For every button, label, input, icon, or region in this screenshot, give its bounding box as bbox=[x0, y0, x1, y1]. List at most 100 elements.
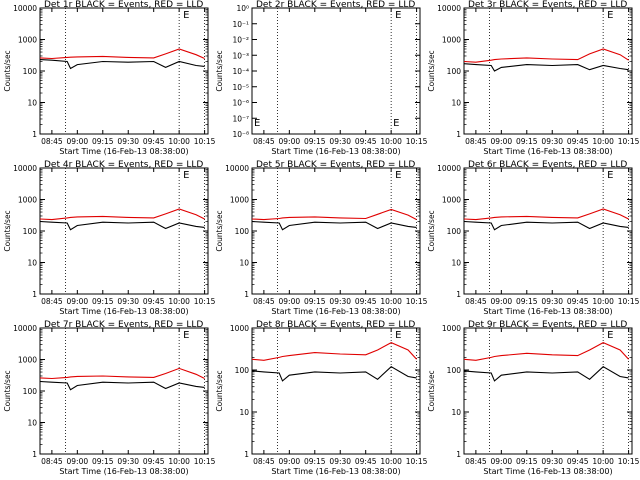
x-tick-label: 09:00 bbox=[491, 297, 513, 306]
y-tick-label: 10⁰ bbox=[236, 4, 249, 13]
x-tick-label: 08:45 bbox=[465, 457, 487, 466]
marker-glyph: E bbox=[183, 170, 189, 181]
x-tick-label: 10:00 bbox=[380, 457, 402, 466]
x-tick-label: 10:15 bbox=[406, 137, 428, 146]
panel-title: Det 7r BLACK = Events, RED = LLD bbox=[44, 320, 203, 330]
x-axis-label: Start Time (16-Feb-13 08:38:00) bbox=[483, 467, 612, 476]
series-events-line bbox=[463, 366, 629, 382]
y-axis-label: Counts/sec bbox=[427, 370, 436, 411]
y-tick-label: 10⁻⁴ bbox=[232, 67, 249, 76]
x-tick-label: 09:45 bbox=[567, 297, 589, 306]
x-tick-label: 09:45 bbox=[355, 137, 377, 146]
y-tick-label: 1 bbox=[244, 290, 249, 299]
x-tick-label: 09:00 bbox=[279, 457, 301, 466]
x-tick-label: 09:00 bbox=[67, 137, 89, 146]
x-tick-label: 09:15 bbox=[516, 297, 538, 306]
y-tick-label: 10⁻⁷ bbox=[232, 114, 249, 123]
series-lld-line bbox=[39, 48, 205, 60]
x-tick-label: 09:45 bbox=[567, 137, 589, 146]
y-tick-label: 10000 bbox=[13, 164, 37, 173]
x-tick-label: 10:00 bbox=[592, 457, 614, 466]
x-axis-label: Start Time (16-Feb-13 08:38:00) bbox=[271, 147, 400, 156]
y-tick-label: 10 bbox=[27, 259, 37, 268]
x-tick-label: 10:00 bbox=[592, 137, 614, 146]
y-tick-label: 10 bbox=[451, 408, 461, 417]
y-tick-label: 10⁻³ bbox=[232, 51, 249, 60]
y-axis-label: Counts/sec bbox=[3, 370, 12, 411]
x-tick-label: 09:45 bbox=[355, 457, 377, 466]
x-tick-label: 09:45 bbox=[143, 297, 165, 306]
marker-glyph: E bbox=[254, 118, 260, 129]
y-tick-label: 100 bbox=[23, 67, 38, 76]
x-tick-label: 09:00 bbox=[67, 457, 89, 466]
y-axis-label: Counts/sec bbox=[3, 210, 12, 251]
y-tick-label: 100 bbox=[23, 387, 38, 396]
x-tick-label: 10:00 bbox=[380, 297, 402, 306]
x-tick-label: 09:00 bbox=[279, 297, 301, 306]
detector-panel-5: Det 5r BLACK = Events, RED = LLD 08:45 09:… bbox=[215, 160, 428, 316]
y-tick-label: 1000 bbox=[230, 196, 249, 205]
x-tick-label: 08:45 bbox=[41, 137, 63, 146]
marker-glyph: E bbox=[183, 330, 189, 341]
y-tick-label: 100 bbox=[447, 67, 462, 76]
y-tick-label: 1 bbox=[456, 450, 461, 459]
y-tick-label: 1000 bbox=[18, 356, 37, 365]
x-tick-label: 08:45 bbox=[41, 457, 63, 466]
marker-glyph: E bbox=[395, 330, 401, 341]
x-tick-label: 10:15 bbox=[406, 297, 428, 306]
y-tick-label: 1 bbox=[32, 290, 37, 299]
x-tick-label: 08:45 bbox=[41, 297, 63, 306]
x-tick-label: 09:45 bbox=[567, 457, 589, 466]
y-tick-label: 1 bbox=[32, 450, 37, 459]
detector-panel-9: Det 9r BLACK = Events, RED = LLD 08:45 09:… bbox=[427, 320, 640, 476]
y-axis-label: Counts/sec bbox=[3, 50, 12, 91]
y-axis-label: Counts/sec bbox=[427, 210, 436, 251]
plot-frame bbox=[251, 327, 421, 455]
panel-title: Det 9r BLACK = Events, RED = LLD bbox=[468, 320, 627, 330]
y-tick-label: 1 bbox=[456, 290, 461, 299]
series-lld-line bbox=[251, 341, 418, 361]
y-tick-label: 1000 bbox=[442, 324, 461, 333]
panel-title: Det 2r BLACK = Events, RED = LLD bbox=[256, 0, 415, 10]
series-events-line bbox=[463, 63, 629, 72]
y-tick-label: 10 bbox=[451, 259, 461, 268]
y-axis-label: Counts/sec bbox=[427, 50, 436, 91]
y-tick-label: 10 bbox=[27, 419, 37, 428]
y-tick-label: 10 bbox=[239, 259, 249, 268]
x-tick-label: 10:15 bbox=[194, 457, 216, 466]
series-events-line bbox=[251, 366, 417, 382]
x-tick-label: 09:15 bbox=[516, 137, 538, 146]
y-tick-label: 10 bbox=[27, 99, 37, 108]
series-events-line bbox=[39, 380, 205, 391]
y-tick-label: 1000 bbox=[18, 36, 37, 45]
detector-panel-7: Det 7r BLACK = Events, RED = LLD 08:45 09:… bbox=[3, 320, 216, 476]
x-tick-label: 09:15 bbox=[304, 297, 326, 306]
y-tick-label: 1000 bbox=[442, 196, 461, 205]
x-tick-label: 09:45 bbox=[143, 137, 165, 146]
y-tick-label: 10⁻⁵ bbox=[232, 83, 249, 92]
x-tick-label: 09:00 bbox=[491, 137, 513, 146]
x-tick-label: 10:00 bbox=[168, 137, 190, 146]
series-events-line bbox=[39, 59, 205, 70]
panel-title: Det 5r BLACK = Events, RED = LLD bbox=[256, 160, 415, 170]
x-tick-label: 10:00 bbox=[380, 137, 402, 146]
panel-title: Det 4r BLACK = Events, RED = LLD bbox=[44, 160, 203, 170]
x-tick-label: 08:45 bbox=[465, 137, 487, 146]
y-tick-label: 1 bbox=[32, 130, 37, 139]
x-tick-label: 09:30 bbox=[117, 297, 139, 306]
x-axis-label: Start Time (16-Feb-13 08:38:00) bbox=[59, 307, 188, 316]
x-tick-label: 09:30 bbox=[541, 297, 563, 306]
x-tick-label: 08:45 bbox=[253, 297, 275, 306]
y-tick-label: 10 bbox=[451, 99, 461, 108]
y-tick-label: 100 bbox=[23, 227, 38, 236]
y-tick-label: 10 bbox=[239, 408, 249, 417]
x-tick-label: 09:00 bbox=[67, 297, 89, 306]
x-tick-label: 08:45 bbox=[253, 137, 275, 146]
y-tick-label: 100 bbox=[235, 227, 250, 236]
y-axis-label: Counts/sec bbox=[215, 210, 224, 251]
x-axis-label: Start Time (16-Feb-13 08:38:00) bbox=[271, 307, 400, 316]
x-tick-label: 10:00 bbox=[168, 457, 190, 466]
series-lld-line bbox=[463, 48, 629, 63]
x-tick-label: 08:45 bbox=[465, 297, 487, 306]
marker-glyph: E bbox=[393, 118, 399, 129]
